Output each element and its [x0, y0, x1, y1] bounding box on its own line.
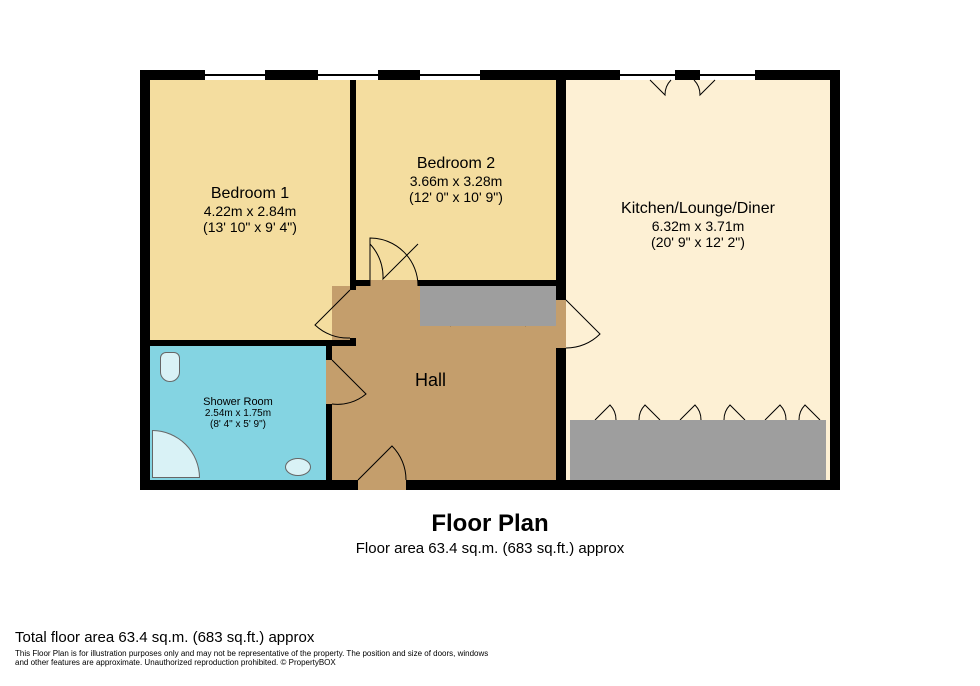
door-gap-kitchen: [556, 300, 566, 348]
room-name: Shower Room: [203, 396, 273, 408]
room-dim-m: 4.22m x 2.84m: [204, 203, 297, 219]
cupboard-hall: [420, 286, 556, 326]
window-line: [700, 74, 755, 76]
wall-bottom: [140, 480, 840, 490]
disclaimer-line1: This Floor Plan is for illustration purp…: [15, 649, 965, 659]
door-gap-shower: [326, 360, 332, 404]
footer-total: Total floor area 63.4 sq.m. (683 sq.ft.)…: [15, 629, 965, 646]
room-name: Kitchen/Lounge/Diner: [621, 200, 775, 218]
room-bedroom2: Bedroom 2 3.66m x 3.28m (12' 0" x 10' 9"…: [356, 80, 556, 280]
toilet-icon: [160, 352, 180, 382]
wall-right: [830, 70, 840, 490]
plan-subtitle: Floor area 63.4 sq.m. (683 sq.ft.) appro…: [0, 540, 980, 557]
room-dim-m: 2.54m x 1.75m: [205, 408, 271, 419]
basin-icon: [285, 458, 311, 476]
kitchen-units: [570, 420, 826, 480]
plan-title: Floor Plan: [0, 510, 980, 538]
window-line: [205, 74, 265, 76]
window-line: [420, 74, 480, 76]
room-bedroom1: Bedroom 1 4.22m x 2.84m (13' 10" x 9' 4"…: [150, 80, 350, 340]
room-dim-ft: (8' 4" x 5' 9"): [210, 419, 266, 430]
room-name: Bedroom 2: [417, 155, 495, 173]
room-dim-ft: (13' 10" x 9' 4"): [203, 219, 297, 235]
room-dim-m: 3.66m x 3.28m: [410, 173, 503, 189]
floor-plan-container: Bedroom 1 4.22m x 2.84m (13' 10" x 9' 4"…: [140, 70, 840, 490]
room-name: Bedroom 1: [211, 185, 289, 203]
int-wall: [556, 80, 566, 480]
door-gap-entry: [358, 480, 406, 490]
hall-label: Hall: [415, 370, 446, 391]
footer: Total floor area 63.4 sq.m. (683 sq.ft.)…: [15, 629, 965, 668]
room-dim-ft: (12' 0" x 10' 9"): [409, 189, 503, 205]
wall-left: [140, 70, 150, 490]
room-dim-m: 6.32m x 3.71m: [652, 218, 745, 234]
window-line: [318, 74, 378, 76]
door-gap-bed1: [350, 290, 356, 338]
window-line: [620, 74, 675, 76]
door-gap-bed2: [370, 280, 418, 286]
room-dim-ft: (20' 9" x 12' 2"): [651, 234, 745, 250]
title-block: Floor Plan Floor area 63.4 sq.m. (683 sq…: [0, 510, 980, 557]
disclaimer-line2: and other features are approximate. Unau…: [15, 658, 965, 668]
